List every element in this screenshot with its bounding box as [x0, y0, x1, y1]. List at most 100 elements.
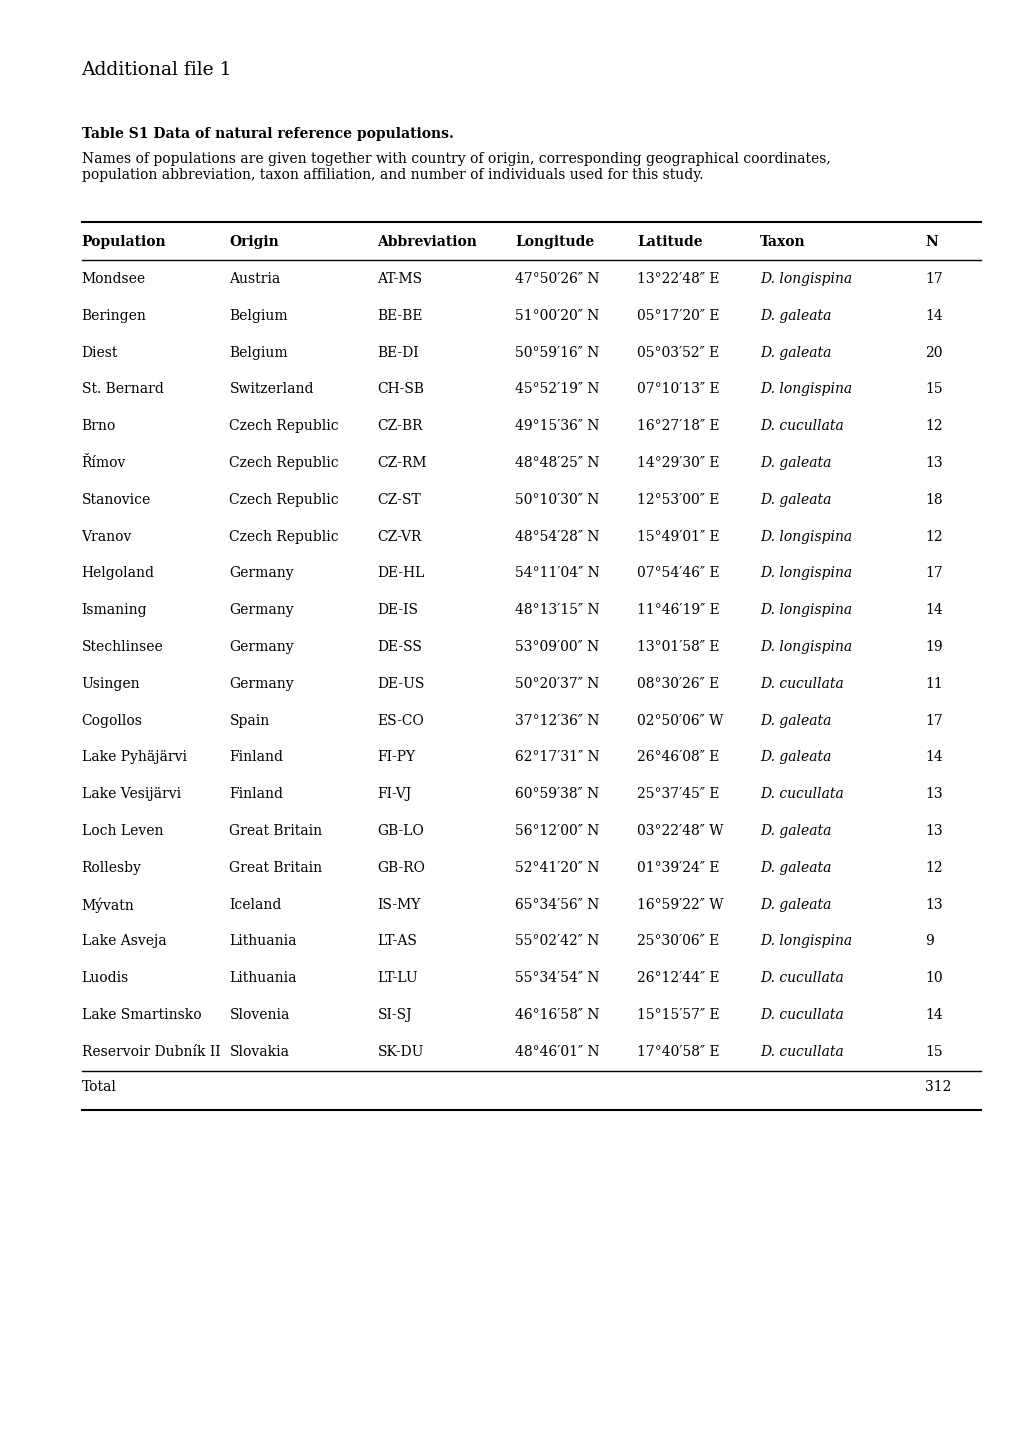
Text: Belgium: Belgium [229, 346, 287, 359]
Text: D. galeata: D. galeata [759, 860, 830, 874]
Text: D. longispina: D. longispina [759, 603, 851, 618]
Text: 47°50′26″ N: 47°50′26″ N [515, 271, 599, 286]
Text: 55°02′42″ N: 55°02′42″ N [515, 935, 599, 948]
Text: BE-DI: BE-DI [377, 346, 419, 359]
Text: Germany: Germany [229, 641, 293, 654]
Text: Additional file 1: Additional file 1 [82, 61, 232, 78]
Text: Luodis: Luodis [82, 971, 128, 986]
Text: 48°54′28″ N: 48°54′28″ N [515, 530, 599, 544]
Text: Belgium: Belgium [229, 309, 287, 323]
Text: 10: 10 [924, 971, 942, 986]
Text: Mývatn: Mývatn [82, 898, 135, 913]
Text: 01°39′24″ E: 01°39′24″ E [637, 860, 719, 874]
Text: Longitude: Longitude [515, 235, 594, 250]
Text: 48°46′01″ N: 48°46′01″ N [515, 1045, 599, 1059]
Text: CH-SB: CH-SB [377, 382, 424, 397]
Text: 25°37′45″ E: 25°37′45″ E [637, 786, 719, 801]
Text: CZ-RM: CZ-RM [377, 456, 427, 470]
Text: 9: 9 [924, 935, 933, 948]
Text: 50°59′16″ N: 50°59′16″ N [515, 346, 599, 359]
Text: 19: 19 [924, 641, 942, 654]
Text: D. galeata: D. galeata [759, 750, 830, 765]
Text: Lake Vesijärvi: Lake Vesijärvi [82, 786, 180, 801]
Text: Lake Smartinsko: Lake Smartinsko [82, 1007, 201, 1022]
Text: Abbreviation: Abbreviation [377, 235, 477, 250]
Text: Great Britain: Great Britain [229, 824, 322, 838]
Text: 45°52′19″ N: 45°52′19″ N [515, 382, 599, 397]
Text: 17: 17 [924, 566, 942, 580]
Text: Origin: Origin [229, 235, 279, 250]
Text: SI-SJ: SI-SJ [377, 1007, 412, 1022]
Text: Taxon: Taxon [759, 235, 805, 250]
Text: 50°20′37″ N: 50°20′37″ N [515, 677, 599, 691]
Text: Iceland: Iceland [229, 898, 281, 912]
Text: D. galeata: D. galeata [759, 714, 830, 727]
Text: D. cucullata: D. cucullata [759, 677, 843, 691]
Text: D. galeata: D. galeata [759, 494, 830, 506]
Text: 54°11′04″ N: 54°11′04″ N [515, 566, 599, 580]
Text: 13: 13 [924, 786, 942, 801]
Text: 55°34′54″ N: 55°34′54″ N [515, 971, 599, 986]
Text: D. longispina: D. longispina [759, 271, 851, 286]
Text: Czech Republic: Czech Republic [229, 420, 338, 433]
Text: 05°03′52″ E: 05°03′52″ E [637, 346, 719, 359]
Text: Cogollos: Cogollos [82, 714, 143, 727]
Text: 48°48′25″ N: 48°48′25″ N [515, 456, 599, 470]
Text: 15°15′57″ E: 15°15′57″ E [637, 1007, 719, 1022]
Text: BE-BE: BE-BE [377, 309, 423, 323]
Text: Loch Leven: Loch Leven [82, 824, 163, 838]
Text: 13: 13 [924, 456, 942, 470]
Text: 07°54′46″ E: 07°54′46″ E [637, 566, 719, 580]
Text: 49°15′36″ N: 49°15′36″ N [515, 420, 599, 433]
Text: 13: 13 [924, 824, 942, 838]
Text: Finland: Finland [229, 786, 283, 801]
Text: 46°16′58″ N: 46°16′58″ N [515, 1007, 599, 1022]
Text: DE-IS: DE-IS [377, 603, 418, 618]
Text: Austria: Austria [229, 271, 280, 286]
Text: 15: 15 [924, 382, 942, 397]
Text: 17°40′58″ E: 17°40′58″ E [637, 1045, 719, 1059]
Text: Spain: Spain [229, 714, 269, 727]
Text: Lake Asveja: Lake Asveja [82, 935, 166, 948]
Text: Brno: Brno [82, 420, 116, 433]
Text: 03°22′48″ W: 03°22′48″ W [637, 824, 723, 838]
Text: GB-LO: GB-LO [377, 824, 424, 838]
Text: 16°27′18″ E: 16°27′18″ E [637, 420, 719, 433]
Text: D. longispina: D. longispina [759, 530, 851, 544]
Text: D. cucullata: D. cucullata [759, 1045, 843, 1059]
Text: Ismaning: Ismaning [82, 603, 147, 618]
Text: Usingen: Usingen [82, 677, 140, 691]
Text: 18: 18 [924, 494, 942, 506]
Text: Stechlinsee: Stechlinsee [82, 641, 163, 654]
Text: 15°49′01″ E: 15°49′01″ E [637, 530, 719, 544]
Text: 13: 13 [924, 898, 942, 912]
Text: Names of populations are given together with country of origin, corresponding ge: Names of populations are given together … [82, 152, 829, 182]
Text: 15: 15 [924, 1045, 942, 1059]
Text: Helgoland: Helgoland [82, 566, 155, 580]
Text: 08°30′26″ E: 08°30′26″ E [637, 677, 719, 691]
Text: Stanovice: Stanovice [82, 494, 151, 506]
Text: CZ-BR: CZ-BR [377, 420, 423, 433]
Text: Population: Population [82, 235, 166, 250]
Text: DE-US: DE-US [377, 677, 424, 691]
Text: 51°00′20″ N: 51°00′20″ N [515, 309, 599, 323]
Text: D. galeata: D. galeata [759, 898, 830, 912]
Text: D. longispina: D. longispina [759, 935, 851, 948]
Text: CZ-ST: CZ-ST [377, 494, 421, 506]
Text: D. galeata: D. galeata [759, 456, 830, 470]
Text: CZ-VR: CZ-VR [377, 530, 422, 544]
Text: Lake Pyhäjärvi: Lake Pyhäjärvi [82, 750, 186, 765]
Text: 14: 14 [924, 309, 942, 323]
Text: 14: 14 [924, 603, 942, 618]
Text: Finland: Finland [229, 750, 283, 765]
Text: Czech Republic: Czech Republic [229, 530, 338, 544]
Text: Beringen: Beringen [82, 309, 147, 323]
Text: D. longispina: D. longispina [759, 641, 851, 654]
Text: 11: 11 [924, 677, 942, 691]
Text: Vranov: Vranov [82, 530, 131, 544]
Text: FI-PY: FI-PY [377, 750, 415, 765]
Text: 312: 312 [924, 1079, 951, 1094]
Text: 07°10′13″ E: 07°10′13″ E [637, 382, 719, 397]
Text: 50°10′30″ N: 50°10′30″ N [515, 494, 599, 506]
Text: 56°12′00″ N: 56°12′00″ N [515, 824, 599, 838]
